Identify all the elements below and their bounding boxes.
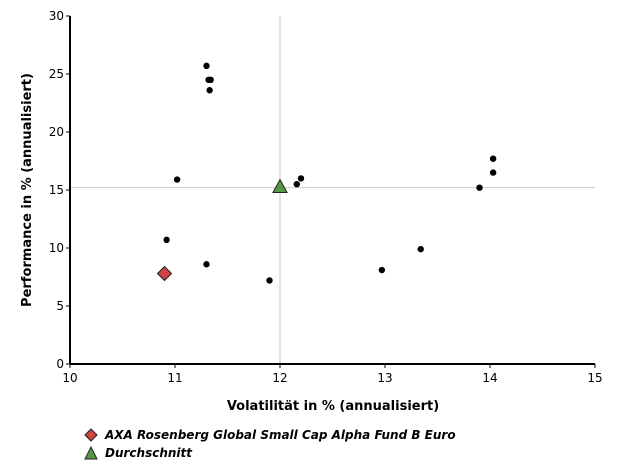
data-point xyxy=(293,181,300,188)
data-point xyxy=(476,184,483,191)
data-point xyxy=(417,245,424,253)
data-point xyxy=(489,169,497,176)
y-axis-title: Performance in % (annualisiert) xyxy=(20,73,35,307)
y-tick-label: 0 xyxy=(56,357,64,371)
triangle-marker-icon xyxy=(84,446,98,460)
y-tick-label: 30 xyxy=(49,9,64,23)
data-point xyxy=(378,266,386,274)
average-marker xyxy=(272,178,288,194)
x-tick-label: 13 xyxy=(377,371,392,385)
data-points xyxy=(156,62,497,284)
y-tick-label: 15 xyxy=(49,183,64,197)
x-tick-label: 14 xyxy=(482,371,497,385)
x-tick-label: 15 xyxy=(587,371,602,385)
x-tick-label: 12 xyxy=(272,371,287,385)
tick-labels: 10 11 12 13 14 15 0 5 10 15 20 25 30 xyxy=(49,9,603,385)
fund-marker xyxy=(156,265,173,282)
data-point xyxy=(203,261,210,268)
y-tick-label: 25 xyxy=(49,67,64,81)
legend-label-average: Durchschnitt xyxy=(105,446,193,460)
legend-item-fund: AXA Rosenberg Global Small Cap Alpha Fun… xyxy=(84,428,456,442)
diamond-marker-icon xyxy=(84,428,98,442)
legend-item-average: Durchschnitt xyxy=(84,446,192,460)
x-tick-label: 11 xyxy=(167,371,182,385)
data-point xyxy=(205,76,212,84)
data-point xyxy=(163,236,170,244)
reference-lines xyxy=(70,16,595,364)
x-tick-label: 10 xyxy=(62,371,77,385)
data-point xyxy=(266,277,273,284)
y-tick-label: 20 xyxy=(49,125,64,139)
data-point xyxy=(489,155,497,162)
y-tick-label: 10 xyxy=(49,241,64,255)
axes xyxy=(69,16,595,365)
y-tick-label: 5 xyxy=(56,299,64,313)
data-point xyxy=(203,62,210,70)
data-point xyxy=(297,175,305,182)
data-point xyxy=(206,87,213,94)
legend-label-fund: AXA Rosenberg Global Small Cap Alpha Fun… xyxy=(105,428,456,442)
x-axis-title: Volatilität in % (annualisiert) xyxy=(227,399,439,414)
data-point xyxy=(173,176,181,183)
